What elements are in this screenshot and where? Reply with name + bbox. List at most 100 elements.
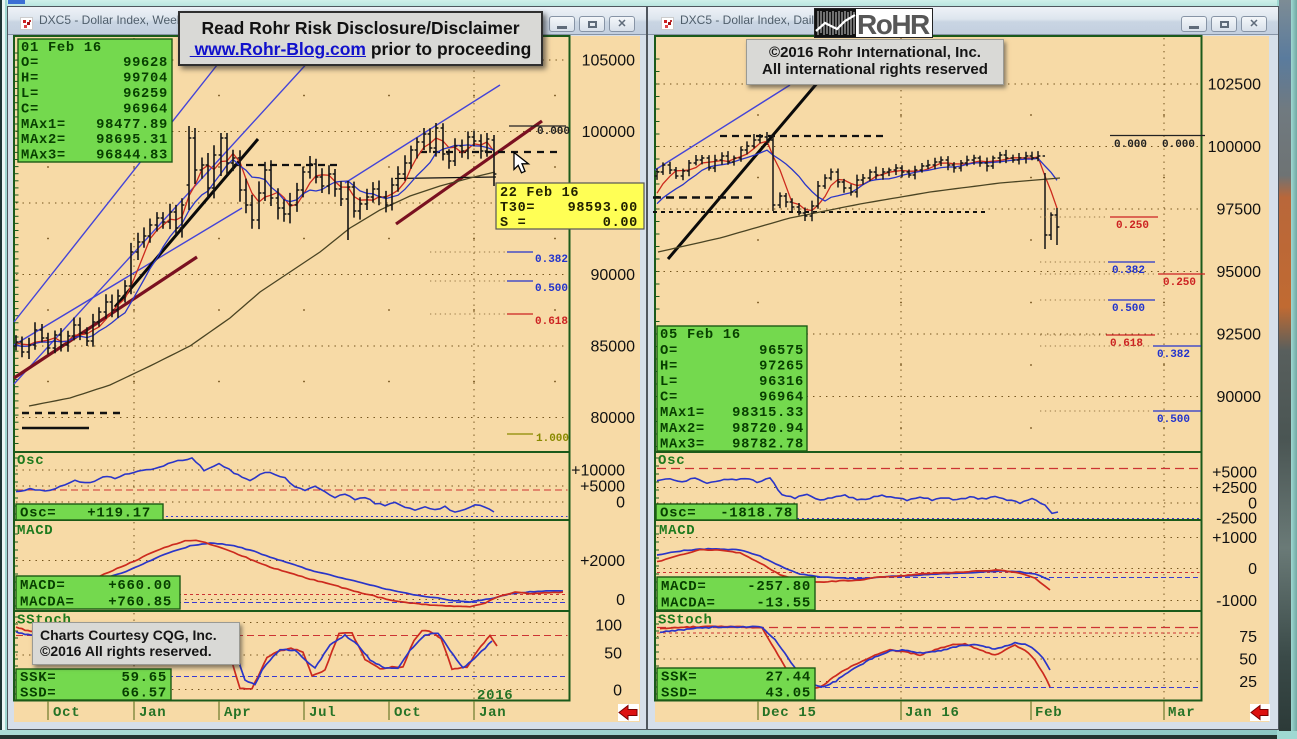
svg-text:99628: 99628 [123, 56, 168, 71]
svg-text:MACD: MACD [17, 523, 53, 539]
svg-text:MACD=: MACD= [20, 578, 66, 594]
svg-text:102500: 102500 [1208, 77, 1261, 94]
svg-text:0.500: 0.500 [535, 283, 568, 295]
svg-text:0: 0 [1248, 496, 1257, 513]
svg-text:MAx3=: MAx3= [21, 149, 66, 164]
svg-text:0: 0 [613, 683, 622, 700]
svg-text:SSK=: SSK= [661, 670, 697, 686]
svg-text:25: 25 [1239, 674, 1257, 691]
svg-text:50: 50 [1239, 652, 1257, 669]
svg-text:97265: 97265 [759, 359, 804, 374]
svg-text:-13.55: -13.55 [756, 596, 811, 612]
svg-text:SSD=: SSD= [661, 686, 697, 702]
svg-text:0.500: 0.500 [1112, 303, 1145, 315]
svg-text:99704: 99704 [123, 72, 168, 87]
svg-text:66.57: 66.57 [121, 686, 167, 702]
svg-text:+2500: +2500 [1212, 480, 1257, 497]
svg-text:Oct: Oct [394, 705, 421, 721]
svg-text:1.000: 1.000 [536, 433, 569, 445]
svg-text:0.500: 0.500 [1157, 414, 1190, 426]
svg-text:75: 75 [1239, 629, 1257, 646]
svg-text:0.618: 0.618 [535, 316, 568, 328]
svg-text:97500: 97500 [1217, 202, 1262, 219]
svg-text:96316: 96316 [759, 375, 804, 390]
svg-text:Osc=: Osc= [20, 506, 56, 522]
svg-text:C=: C= [21, 102, 39, 117]
svg-text:H=: H= [660, 359, 678, 374]
svg-text:MACDA=: MACDA= [20, 595, 75, 611]
svg-text:96964: 96964 [759, 391, 804, 406]
svg-text:0.250: 0.250 [1163, 277, 1196, 289]
svg-text:98720.94: 98720.94 [732, 422, 804, 437]
svg-text:0.00: 0.00 [603, 216, 638, 231]
svg-text:+119.17: +119.17 [87, 506, 151, 522]
svg-text:Osc=: Osc= [660, 506, 696, 522]
svg-text:Jan: Jan [479, 705, 506, 721]
svg-text:-2500: -2500 [1216, 511, 1257, 528]
svg-text:C=: C= [660, 391, 678, 406]
svg-text:MACD: MACD [659, 523, 695, 539]
svg-text:100000: 100000 [582, 124, 635, 141]
svg-text:0: 0 [1248, 561, 1257, 578]
svg-text:Feb: Feb [1035, 705, 1062, 721]
svg-text:-1818.78: -1818.78 [720, 506, 793, 522]
svg-text:80000: 80000 [591, 410, 636, 427]
svg-text:100000: 100000 [1208, 139, 1261, 156]
svg-text:0: 0 [616, 495, 625, 512]
svg-text:22 Feb 16: 22 Feb 16 [500, 186, 579, 201]
svg-text:43.05: 43.05 [765, 686, 811, 702]
svg-text:0.000: 0.000 [537, 126, 570, 138]
svg-text:59.65: 59.65 [121, 670, 167, 686]
svg-text:Osc: Osc [658, 453, 685, 469]
svg-text:+10000: +10000 [571, 463, 625, 480]
svg-text:S =: S = [500, 216, 526, 231]
svg-text:0.000: 0.000 [1162, 139, 1195, 151]
svg-text:L=: L= [660, 375, 678, 390]
svg-text:MAx2=: MAx2= [21, 133, 66, 148]
svg-text:O=: O= [21, 56, 39, 71]
svg-text:Jan: Jan [139, 705, 166, 721]
svg-text:-1000: -1000 [1216, 593, 1257, 610]
svg-text:90000: 90000 [591, 267, 636, 284]
svg-text:0.382: 0.382 [1157, 349, 1190, 361]
svg-text:95000: 95000 [1217, 264, 1262, 281]
svg-text:+660.00: +660.00 [108, 578, 172, 594]
svg-text:T30=: T30= [500, 201, 535, 216]
svg-text:RoHR: RoHR [857, 9, 930, 37]
svg-text:98477.89: 98477.89 [96, 118, 168, 133]
svg-text:96844.83: 96844.83 [96, 149, 168, 164]
svg-text:92500: 92500 [1217, 327, 1262, 344]
svg-text:O=: O= [660, 344, 678, 359]
svg-text:Dec 15: Dec 15 [762, 705, 817, 721]
svg-text:01 Feb 16: 01 Feb 16 [21, 40, 102, 56]
svg-text:SStoch: SStoch [658, 613, 713, 629]
svg-text:MACD=: MACD= [661, 579, 707, 595]
svg-text:0: 0 [616, 592, 625, 609]
svg-text:90000: 90000 [1217, 389, 1262, 406]
svg-text:Oct: Oct [53, 705, 80, 721]
svg-text:+2000: +2000 [580, 553, 625, 570]
svg-text:0.382: 0.382 [1112, 265, 1145, 277]
svg-text:Mar: Mar [1168, 705, 1195, 721]
svg-text:98695.31: 98695.31 [96, 133, 168, 148]
svg-text:0.382: 0.382 [535, 254, 568, 266]
svg-text:50: 50 [604, 646, 622, 663]
svg-text:+5000: +5000 [1212, 465, 1257, 482]
svg-text:SSK=: SSK= [20, 670, 56, 686]
svg-text:05 Feb 16: 05 Feb 16 [660, 327, 741, 343]
svg-text:MAx2=: MAx2= [660, 422, 705, 437]
svg-text:105000: 105000 [582, 53, 635, 70]
svg-text:2016: 2016 [477, 688, 513, 704]
svg-text:Apr: Apr [224, 705, 251, 721]
svg-text:96259: 96259 [123, 87, 168, 102]
svg-text:-257.80: -257.80 [747, 579, 811, 595]
svg-text:Jan 16: Jan 16 [905, 705, 960, 721]
svg-text:85000: 85000 [591, 339, 636, 356]
svg-text:L=: L= [21, 87, 39, 102]
svg-text:0.618: 0.618 [1110, 338, 1143, 350]
svg-text:SSD=: SSD= [20, 686, 56, 702]
svg-text:27.44: 27.44 [765, 670, 811, 686]
svg-text:0.000: 0.000 [1114, 139, 1147, 151]
svg-text:98593.00: 98593.00 [568, 201, 638, 216]
svg-text:+1000: +1000 [1212, 530, 1257, 547]
